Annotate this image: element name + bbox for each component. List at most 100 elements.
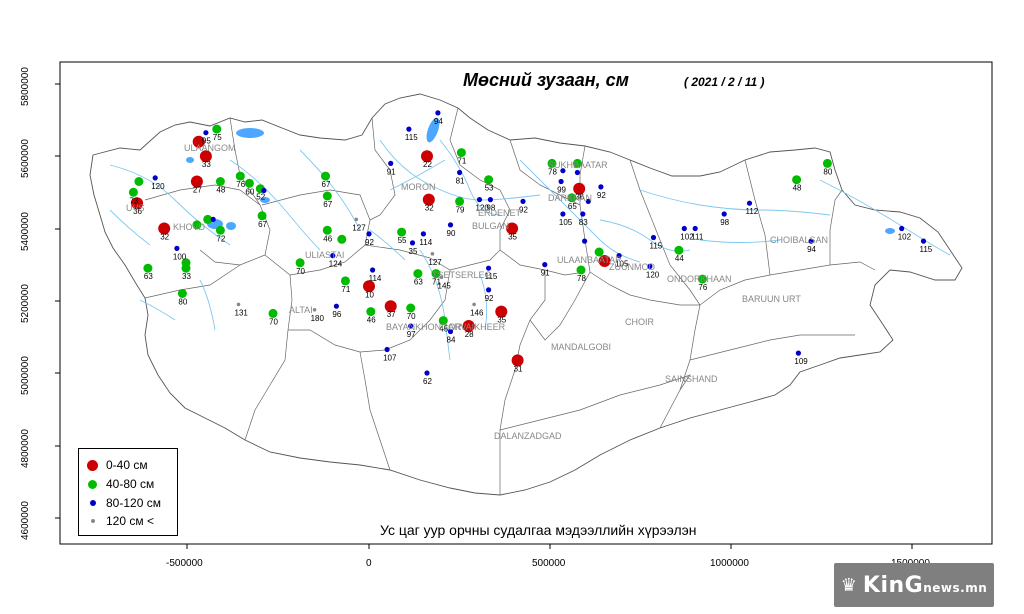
station-value-label: 180 [311, 314, 325, 323]
station-value-label: 55 [398, 236, 407, 245]
station-marker [598, 184, 604, 190]
station-value-label: 67 [322, 180, 331, 189]
station-marker [236, 302, 241, 307]
station-value-label: 46 [323, 234, 332, 243]
station-marker [128, 187, 138, 197]
station-value-label: 102 [898, 233, 912, 242]
y-tick-label: 4600000 [20, 501, 31, 540]
station-marker [594, 247, 604, 257]
station-value-label: 111 [691, 233, 704, 242]
station-value-label: 112 [746, 207, 759, 216]
station-marker [244, 178, 254, 188]
place-name-label: CHOIR [625, 317, 655, 327]
station-value-label: 76 [236, 180, 245, 189]
station-marker [174, 245, 180, 251]
station-value-label: 70 [296, 267, 305, 276]
station-value-label: 67 [323, 200, 332, 209]
station-marker [413, 269, 423, 279]
station-marker [567, 193, 577, 203]
station-value-label: 80 [178, 298, 187, 307]
station-value-label: 53 [485, 184, 494, 193]
station-value-label: 70 [407, 312, 416, 321]
station-marker [616, 253, 622, 259]
legend-label: 0-40 см [106, 458, 148, 472]
station-marker [406, 303, 416, 313]
station-marker [192, 220, 202, 230]
station-marker [210, 216, 216, 222]
station-marker [692, 225, 698, 232]
station-marker [430, 252, 435, 256]
station-value-label: 92 [365, 238, 374, 247]
station-value-label: 63 [414, 278, 423, 287]
y-tick-label: 5000000 [20, 356, 31, 395]
station-marker [295, 258, 305, 268]
station-marker [808, 238, 814, 244]
place-name-label: MANDALGOBI [551, 342, 611, 352]
station-value-label: 67 [258, 220, 267, 229]
station-value-label: 45 [439, 325, 448, 334]
station-value-label: 22 [423, 160, 432, 169]
x-tick-label: 1000000 [710, 558, 749, 569]
station-marker [235, 171, 245, 181]
station-value-label: 27 [193, 186, 202, 195]
station-marker [181, 263, 191, 273]
station-marker [397, 227, 407, 237]
province-boundaries [144, 107, 876, 495]
legend-grey-dot [91, 519, 95, 523]
station-marker [370, 267, 376, 273]
station-value-label: 79 [456, 205, 465, 214]
place-name-label: ARVAIKHEER [448, 322, 506, 332]
x-tick-label: -500000 [166, 558, 203, 569]
station-value-label: 78 [548, 167, 557, 176]
place-name-label: BARUUN URT [742, 294, 801, 304]
station-value-label: 32 [425, 204, 434, 213]
station-marker [384, 300, 397, 313]
station-marker [447, 328, 454, 335]
station-marker [484, 175, 494, 185]
station-value-label: 114 [369, 274, 382, 283]
station-marker [321, 171, 330, 181]
station-marker [598, 255, 611, 267]
station-value-label: 145 [438, 281, 452, 290]
station-value-label: 96 [332, 310, 341, 319]
legend-label: 40-80 см [106, 477, 155, 491]
station-value-label: 120 [646, 270, 660, 279]
station-value-label: 70 [269, 317, 278, 326]
place-name-label: BULGAN [472, 221, 509, 231]
station-value-label: 102 [680, 233, 694, 242]
station-value-label: 36 [133, 207, 142, 216]
station-marker [322, 191, 332, 201]
station-value-label: 84 [447, 336, 456, 345]
station-marker [486, 265, 492, 271]
station-marker [574, 169, 581, 176]
place-name-label: KHOVD [173, 222, 206, 232]
station-value-label: 80 [823, 167, 832, 176]
station-value-label: 92 [485, 294, 494, 303]
station-value-label: 60 [245, 187, 254, 196]
station-marker [462, 320, 475, 332]
station-value-label: 100 [173, 252, 187, 261]
station-marker [422, 193, 435, 206]
place-name-label: ULAANGOM [184, 143, 236, 153]
station-marker [495, 305, 508, 318]
station-value-label: 105 [559, 218, 573, 227]
station-marker [822, 158, 832, 168]
station-value-label: 32 [160, 233, 169, 242]
station-marker [506, 222, 519, 235]
station-value-label: 92 [519, 205, 528, 214]
station-marker [456, 148, 466, 158]
station-marker [363, 280, 375, 293]
station-value-label: 115 [405, 133, 418, 142]
station-marker [261, 187, 267, 194]
kingnews-watermark: ♛ KinGnews.mn [834, 563, 994, 607]
station-value-label: 115 [485, 272, 498, 281]
station-marker [134, 177, 144, 186]
station-marker [333, 303, 339, 309]
legend-label: 80-120 см [106, 496, 161, 510]
station-marker [920, 238, 927, 244]
station-value-label: 98 [720, 218, 729, 227]
station-value-label: 52 [256, 193, 265, 202]
station-marker [408, 323, 414, 329]
legend-label: 120 см < [106, 514, 154, 528]
